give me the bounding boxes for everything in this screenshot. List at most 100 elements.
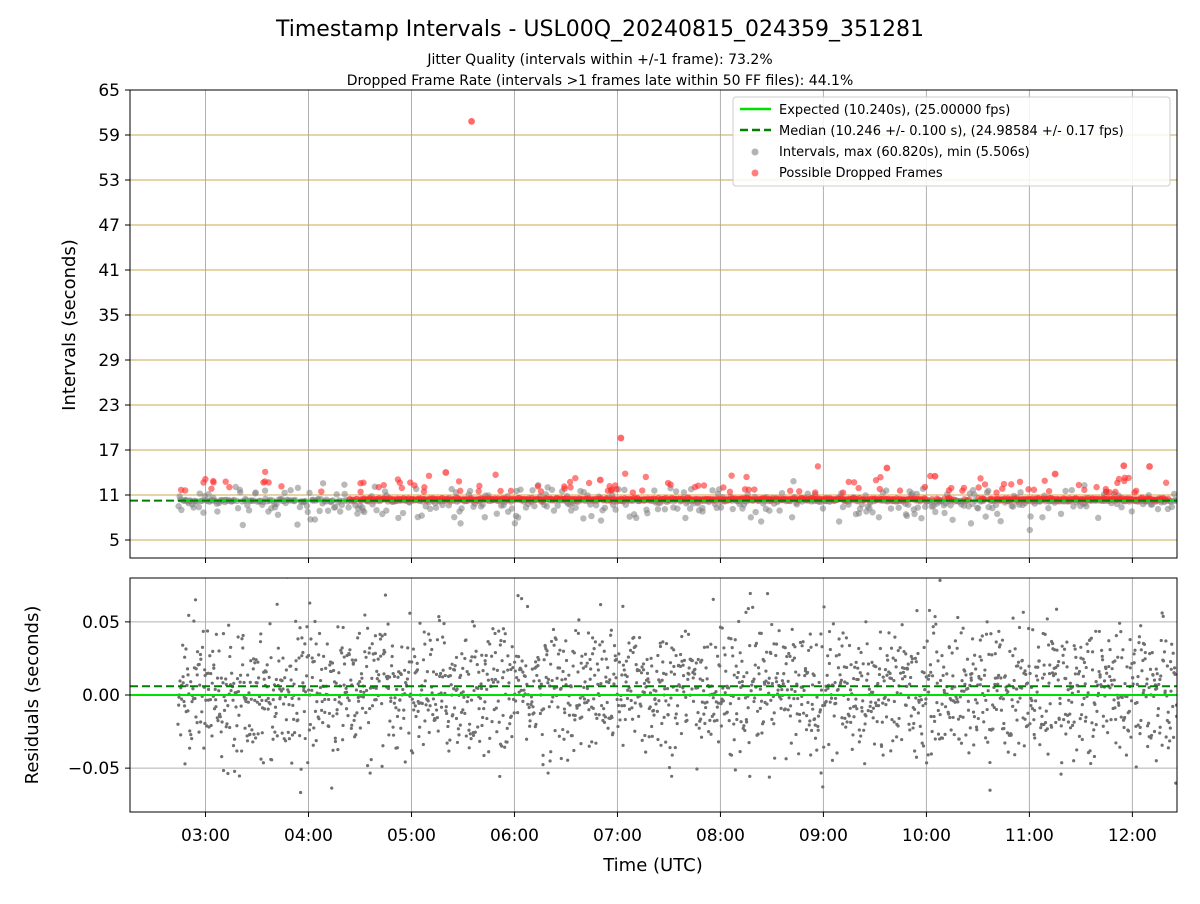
residual-point — [721, 699, 725, 703]
residual-point — [892, 678, 896, 683]
residual-point — [545, 653, 549, 657]
residual-point — [479, 686, 484, 691]
residual-point — [305, 625, 309, 629]
residual-point — [375, 677, 379, 681]
residual-point — [588, 657, 592, 662]
residual-point — [744, 610, 748, 615]
residual-point — [691, 699, 696, 703]
residual-point — [669, 696, 673, 700]
residual-point — [292, 682, 296, 686]
residual-point — [549, 639, 554, 644]
residual-point — [355, 711, 359, 715]
dropped-frame-point — [585, 479, 593, 487]
residual-point — [1173, 666, 1177, 670]
residual-point — [1160, 743, 1164, 747]
residual-point — [549, 662, 553, 666]
residual-point — [1032, 732, 1036, 737]
residual-point — [442, 641, 447, 645]
residual-point — [284, 668, 288, 672]
residual-point — [774, 653, 778, 658]
residual-point — [1034, 699, 1038, 703]
residual-point — [327, 711, 332, 716]
residual-point — [455, 740, 460, 745]
residual-point — [735, 675, 739, 680]
residual-point — [958, 695, 962, 699]
residual-point — [256, 676, 261, 680]
residual-point — [380, 764, 384, 768]
residual-point — [454, 655, 459, 660]
residual-point — [413, 655, 417, 659]
residual-point — [1169, 667, 1173, 671]
interval-point — [296, 503, 304, 511]
residual-point — [241, 663, 245, 667]
residual-point — [723, 653, 727, 657]
residual-point — [621, 604, 625, 608]
residual-point — [1030, 699, 1034, 703]
residual-point — [399, 726, 403, 730]
residual-point — [871, 706, 876, 710]
interval-point — [341, 490, 348, 498]
residual-point — [639, 671, 644, 675]
residual-point — [609, 633, 613, 637]
residual-point — [220, 755, 224, 759]
residual-point — [548, 759, 552, 763]
residual-point — [927, 673, 931, 678]
residual-point — [392, 701, 396, 705]
residual-point — [788, 654, 792, 658]
residual-point — [509, 667, 513, 672]
residual-point — [634, 644, 638, 648]
residual-point — [563, 677, 568, 681]
residual-point — [417, 734, 421, 739]
residual-point — [283, 739, 288, 743]
residual-point — [498, 643, 502, 647]
residual-point — [849, 720, 853, 724]
residual-point — [1114, 741, 1118, 745]
residual-point — [721, 686, 725, 690]
residual-point — [349, 678, 353, 682]
residual-point — [827, 629, 832, 634]
residual-point — [1008, 649, 1012, 654]
residual-point — [616, 703, 621, 708]
residual-point — [407, 731, 411, 735]
residual-point — [593, 640, 597, 644]
residual-point — [211, 649, 215, 653]
residual-point — [1083, 682, 1087, 686]
residual-point — [841, 631, 845, 635]
interval-point — [550, 507, 558, 514]
residual-point — [337, 700, 341, 704]
residual-point — [347, 652, 351, 657]
residual-point — [637, 636, 642, 640]
interval-point — [178, 506, 185, 514]
residual-point — [883, 668, 888, 672]
residual-point — [260, 731, 264, 735]
residual-point — [765, 650, 769, 654]
residual-point — [982, 720, 986, 724]
residual-point — [1070, 700, 1074, 704]
residual-point — [521, 699, 525, 703]
residual-point — [176, 722, 180, 726]
residual-point — [904, 652, 908, 656]
residual-point — [656, 653, 660, 658]
residual-point — [296, 637, 300, 641]
residual-point — [866, 662, 871, 666]
residual-point — [602, 720, 607, 724]
residual-point — [810, 702, 814, 706]
residual-point — [1017, 741, 1021, 745]
residual-point — [493, 677, 498, 682]
residual-point — [573, 713, 577, 718]
residual-point — [315, 700, 319, 704]
residual-point — [467, 728, 471, 732]
residual-point — [622, 668, 626, 672]
residual-point — [738, 750, 742, 754]
residual-point — [640, 665, 644, 669]
residual-point — [1114, 717, 1118, 722]
residual-point — [702, 712, 706, 716]
residual-point — [940, 702, 944, 706]
residual-point — [845, 681, 849, 685]
residual-point — [839, 678, 843, 682]
residual-point — [897, 716, 901, 721]
residual-point — [720, 626, 724, 630]
residual-point — [1105, 719, 1109, 723]
residual-point — [508, 662, 512, 667]
residual-point — [1081, 674, 1085, 678]
